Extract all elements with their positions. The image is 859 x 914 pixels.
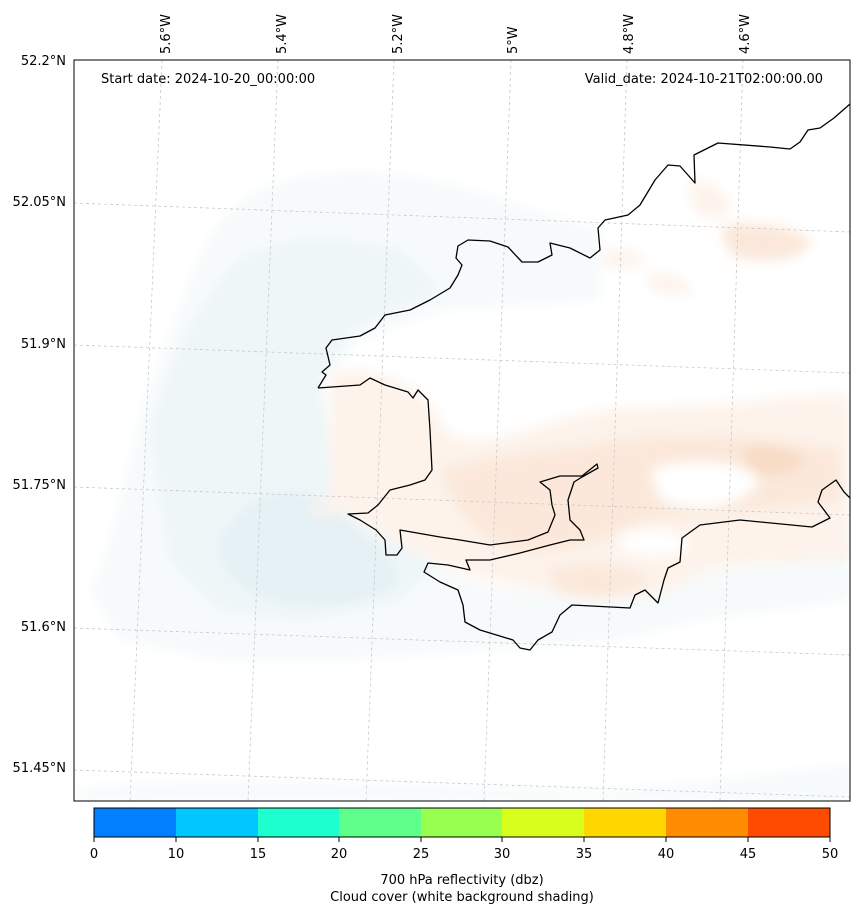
reflectivity-patch-west <box>310 503 334 517</box>
colorbar-segment <box>339 808 421 837</box>
lat-label: 51.9°N <box>21 337 66 352</box>
colorbar-tick-label: 40 <box>658 847 675 862</box>
lon-label: 4.6°W <box>738 14 753 54</box>
colorbar-tick-labels: 0 10 15 20 25 30 35 40 45 50 <box>90 847 838 862</box>
lat-label: 51.75°N <box>13 478 66 493</box>
gridline-lon <box>247 60 279 801</box>
lon-label: 5.6°W <box>159 14 174 54</box>
reflectivity-patch-ne3 <box>602 249 645 269</box>
lon-label: 5.4°W <box>275 14 290 54</box>
reflectivity-cell-east <box>740 444 805 476</box>
valid-date-label: Valid_date: 2024-10-21T02:00:00.00 <box>585 72 823 87</box>
coastline <box>317 103 850 651</box>
clear-hole-south <box>620 529 690 556</box>
colorbar-segment <box>258 808 339 837</box>
reflectivity-patch-ne2 <box>690 180 730 220</box>
colorbar-frame <box>93 807 831 838</box>
coastline-north <box>317 103 850 389</box>
cloud-layer-south <box>74 765 850 801</box>
colorbar-tick-label: 50 <box>822 847 839 862</box>
colorbar-segment <box>176 808 258 837</box>
map-panel <box>74 60 850 801</box>
clear-hole-east <box>650 461 760 509</box>
colorbar-tick-label: 30 <box>494 847 511 862</box>
colorbar-tick-label: 15 <box>250 847 267 862</box>
colorbar-segment <box>666 808 748 837</box>
reflectivity-shading <box>310 180 850 600</box>
colorbar-ticks <box>93 837 831 842</box>
colorbar-tick-label: 10 <box>168 847 185 862</box>
longitude-labels: 5.6°W 5.4°W 5.2°W 5°W 4.8°W 4.6°W <box>159 14 753 54</box>
cloud-layer-inner <box>219 492 400 606</box>
reflectivity-patch-ne1 <box>720 223 812 261</box>
colorbar-segment <box>421 808 502 837</box>
lat-label: 51.45°N <box>13 761 66 776</box>
lon-label: 4.8°W <box>622 14 637 54</box>
coastline-south <box>317 377 850 651</box>
colorbar-segment <box>94 808 176 837</box>
colorbar-tick-label: 45 <box>740 847 757 862</box>
colorbar-segment <box>748 808 830 837</box>
start-date-label: Start date: 2024-10-20_00:00:00 <box>101 72 315 87</box>
latitude-labels: 52.2°N 52.05°N 51.9°N 51.75°N 51.6°N 51.… <box>13 54 66 776</box>
lat-label: 52.2°N <box>21 54 66 69</box>
colorbar: 0 10 15 20 25 30 35 40 45 50 700 hPa ref… <box>90 807 838 905</box>
colorbar-title-line1: 700 hPa reflectivity (dbz) <box>380 873 543 888</box>
map-frame <box>73 59 851 802</box>
gridline-lon <box>129 60 163 801</box>
reflectivity-band-mid <box>440 435 840 551</box>
colorbar-tick-label: 0 <box>90 847 98 862</box>
colorbar-segment <box>502 808 584 837</box>
colorbar-tick-label: 20 <box>331 847 348 862</box>
colorbar-tick-label: 35 <box>576 847 593 862</box>
graticule <box>74 60 850 801</box>
clear-sky-holes <box>620 461 760 556</box>
reflectivity-patch-ne4 <box>648 273 694 294</box>
colorbar-title-line2: Cloud cover (white background shading) <box>330 890 594 905</box>
lon-label: 5°W <box>506 26 521 54</box>
lat-label: 51.6°N <box>21 620 66 635</box>
reflectivity-cell-south <box>550 564 650 597</box>
lat-label: 52.05°N <box>13 195 66 210</box>
lon-label: 5.2°W <box>391 14 406 54</box>
colorbar-tick-label: 25 <box>413 847 430 862</box>
colorbar-segment <box>584 808 666 837</box>
